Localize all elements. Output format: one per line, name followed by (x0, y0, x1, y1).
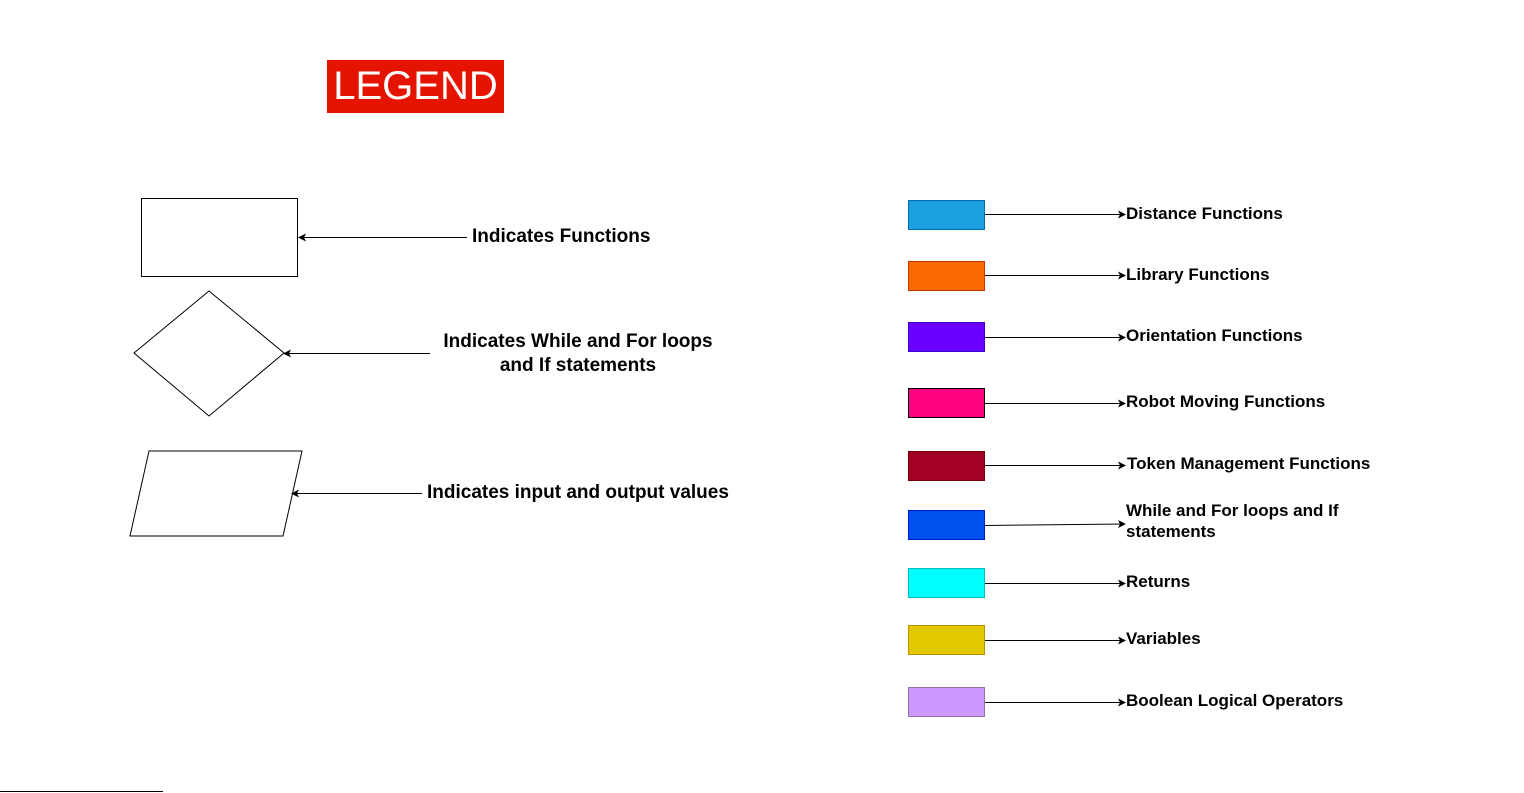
color-swatch-while-for-if (908, 510, 985, 540)
bottom-rule (0, 791, 163, 792)
loop-shape-label-line1: Indicates While and For loops (443, 331, 713, 352)
color-label-while-for-if-line1: While and For loops and If (1126, 501, 1339, 520)
color-swatch-robot-moving (908, 388, 985, 418)
color-label-while-for-if-line2: statements (1126, 522, 1216, 541)
color-swatch-library (908, 261, 985, 291)
color-label-variables: Variables (1126, 629, 1201, 648)
color-swatch-token-management (908, 451, 985, 481)
color-label-boolean: Boolean Logical Operators (1126, 691, 1344, 710)
legend-title: LEGEND (327, 60, 504, 113)
io-parallelogram-shape (129, 450, 303, 537)
color-label-robot-moving: Robot Moving Functions (1126, 392, 1326, 411)
function-shape-label: Indicates Functions (472, 226, 651, 247)
loop-shape-label-line2: and If statements (499, 355, 657, 376)
color-swatch-distance (908, 200, 985, 230)
loop-diamond-shape (133, 290, 285, 417)
color-swatch-returns (908, 568, 985, 598)
color-label-distance: Distance Functions (1126, 204, 1283, 223)
function-rectangle-shape (141, 198, 298, 277)
color-arrow-while-for-if (984, 520, 1126, 529)
color-swatch-variables (908, 625, 985, 655)
color-label-while-for-if: While and For loops and If statements (1126, 500, 1339, 542)
loop-shape-label: Indicates While and For loops and If sta… (428, 330, 728, 378)
io-shape-label: Indicates input and output values (427, 482, 729, 503)
color-label-returns: Returns (1126, 572, 1191, 591)
color-label-token-management: Token Management Functions (1127, 454, 1371, 473)
color-swatch-boolean (908, 687, 985, 717)
color-label-library: Library Functions (1126, 265, 1270, 284)
color-swatch-orientation (908, 322, 985, 352)
color-label-orientation: Orientation Functions (1126, 326, 1303, 345)
